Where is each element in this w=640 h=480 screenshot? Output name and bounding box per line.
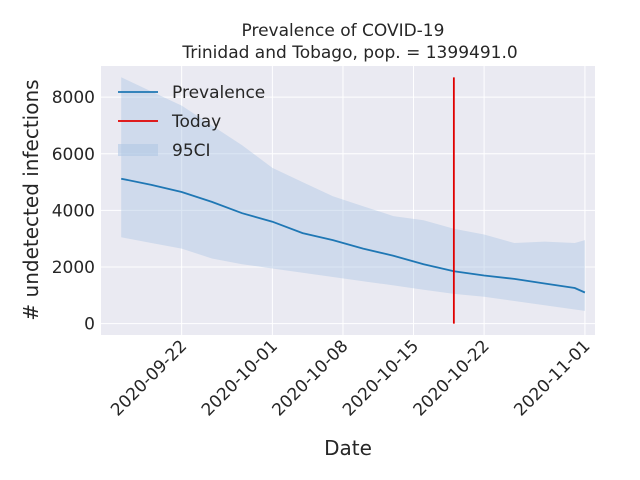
x-tick-labels: 2020-09-22 2020-10-012020-10-082020-10-15… bbox=[107, 336, 594, 420]
prevalence-line bbox=[121, 177, 586, 294]
y-tick-label: 0 bbox=[84, 315, 95, 335]
plot-area bbox=[101, 66, 595, 335]
legend-today-label: Today bbox=[171, 112, 221, 132]
y-axis-label: # undetected infections bbox=[19, 79, 43, 320]
chart-subtitle: Trinidad and Tobago, pop. = 1399491.0 bbox=[181, 43, 517, 63]
legend-prevalence-label: Prevalence bbox=[172, 83, 265, 103]
x-axis-label: Date bbox=[324, 436, 372, 460]
x-tick-label: 2020-10-22 bbox=[410, 336, 494, 420]
y-tick-labels: 0 2000 4000 6000 8000 bbox=[52, 88, 95, 335]
chart-title: Prevalence of COVID-19 bbox=[242, 21, 445, 41]
ci-band bbox=[121, 77, 585, 311]
legend-ci-label: 95CI bbox=[172, 141, 211, 161]
grid-lines bbox=[101, 66, 595, 335]
x-tick-label: 2020-11-01 bbox=[510, 336, 594, 420]
x-tick-label: 2020-09-22 bbox=[107, 336, 191, 420]
legend-ci-swatch bbox=[118, 144, 158, 156]
y-tick-label: 4000 bbox=[52, 201, 95, 221]
y-tick-label: 6000 bbox=[52, 145, 95, 165]
y-tick-label: 8000 bbox=[52, 88, 95, 108]
y-tick-label: 2000 bbox=[52, 258, 95, 278]
legend: Prevalence Today 95CI bbox=[118, 83, 265, 161]
